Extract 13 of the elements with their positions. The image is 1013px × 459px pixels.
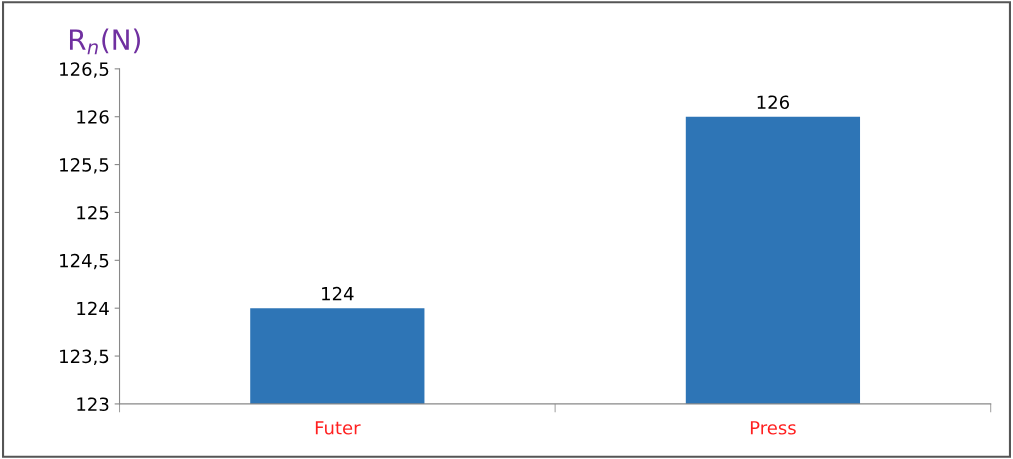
y-tick-label: 124 [77, 301, 109, 316]
x-tick-label: Press [750, 421, 796, 435]
y-tick-label: 123 [77, 397, 109, 412]
y-tick-label: 126 [77, 110, 109, 124]
y-tick-label: 125,5 [60, 158, 109, 174]
x-tick-label: Futer [315, 421, 361, 435]
y-tick-label: 126,5 [60, 62, 109, 78]
y-tick-label: 124,5 [60, 253, 109, 270]
data-label: 124 [322, 286, 354, 301]
y-tick-label: 123,5 [60, 349, 109, 366]
data-label: 126 [757, 95, 790, 110]
y-tick-label: 125 [77, 205, 109, 220]
y-axis-title: R$_{n}$(N) [69, 28, 140, 55]
